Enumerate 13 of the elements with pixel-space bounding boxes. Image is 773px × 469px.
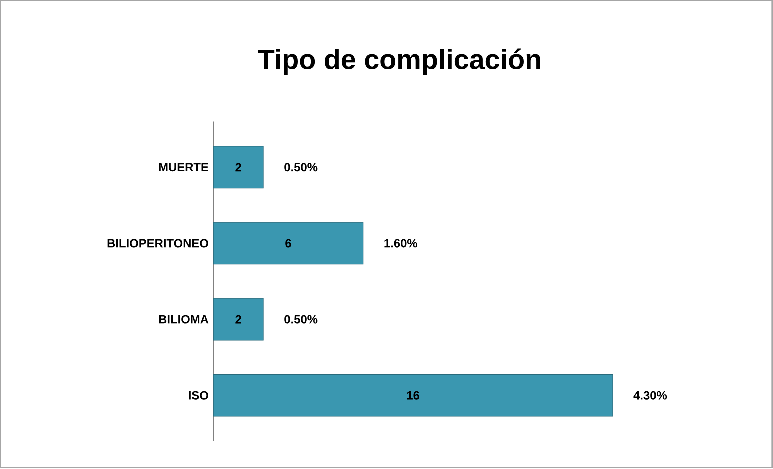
data-label: 2 [236,316,242,324]
data-label: 2 [236,163,242,172]
y-tick-label: BILIOMA [159,316,209,324]
y-tick-label: BILIOPERITONEO [108,239,208,248]
data-label: 16 [407,392,420,400]
data-label: 6 [286,239,292,248]
annotation: 0.50% [284,316,318,324]
annotation: 0.50% [284,163,318,172]
y-tick-label: ISO [189,392,208,400]
chart-title: Tipo de complicación [258,49,540,76]
annotation: 1.60% [384,239,418,248]
y-tick-label: MUERTE [159,163,208,172]
annotation: 4.30% [634,392,668,400]
